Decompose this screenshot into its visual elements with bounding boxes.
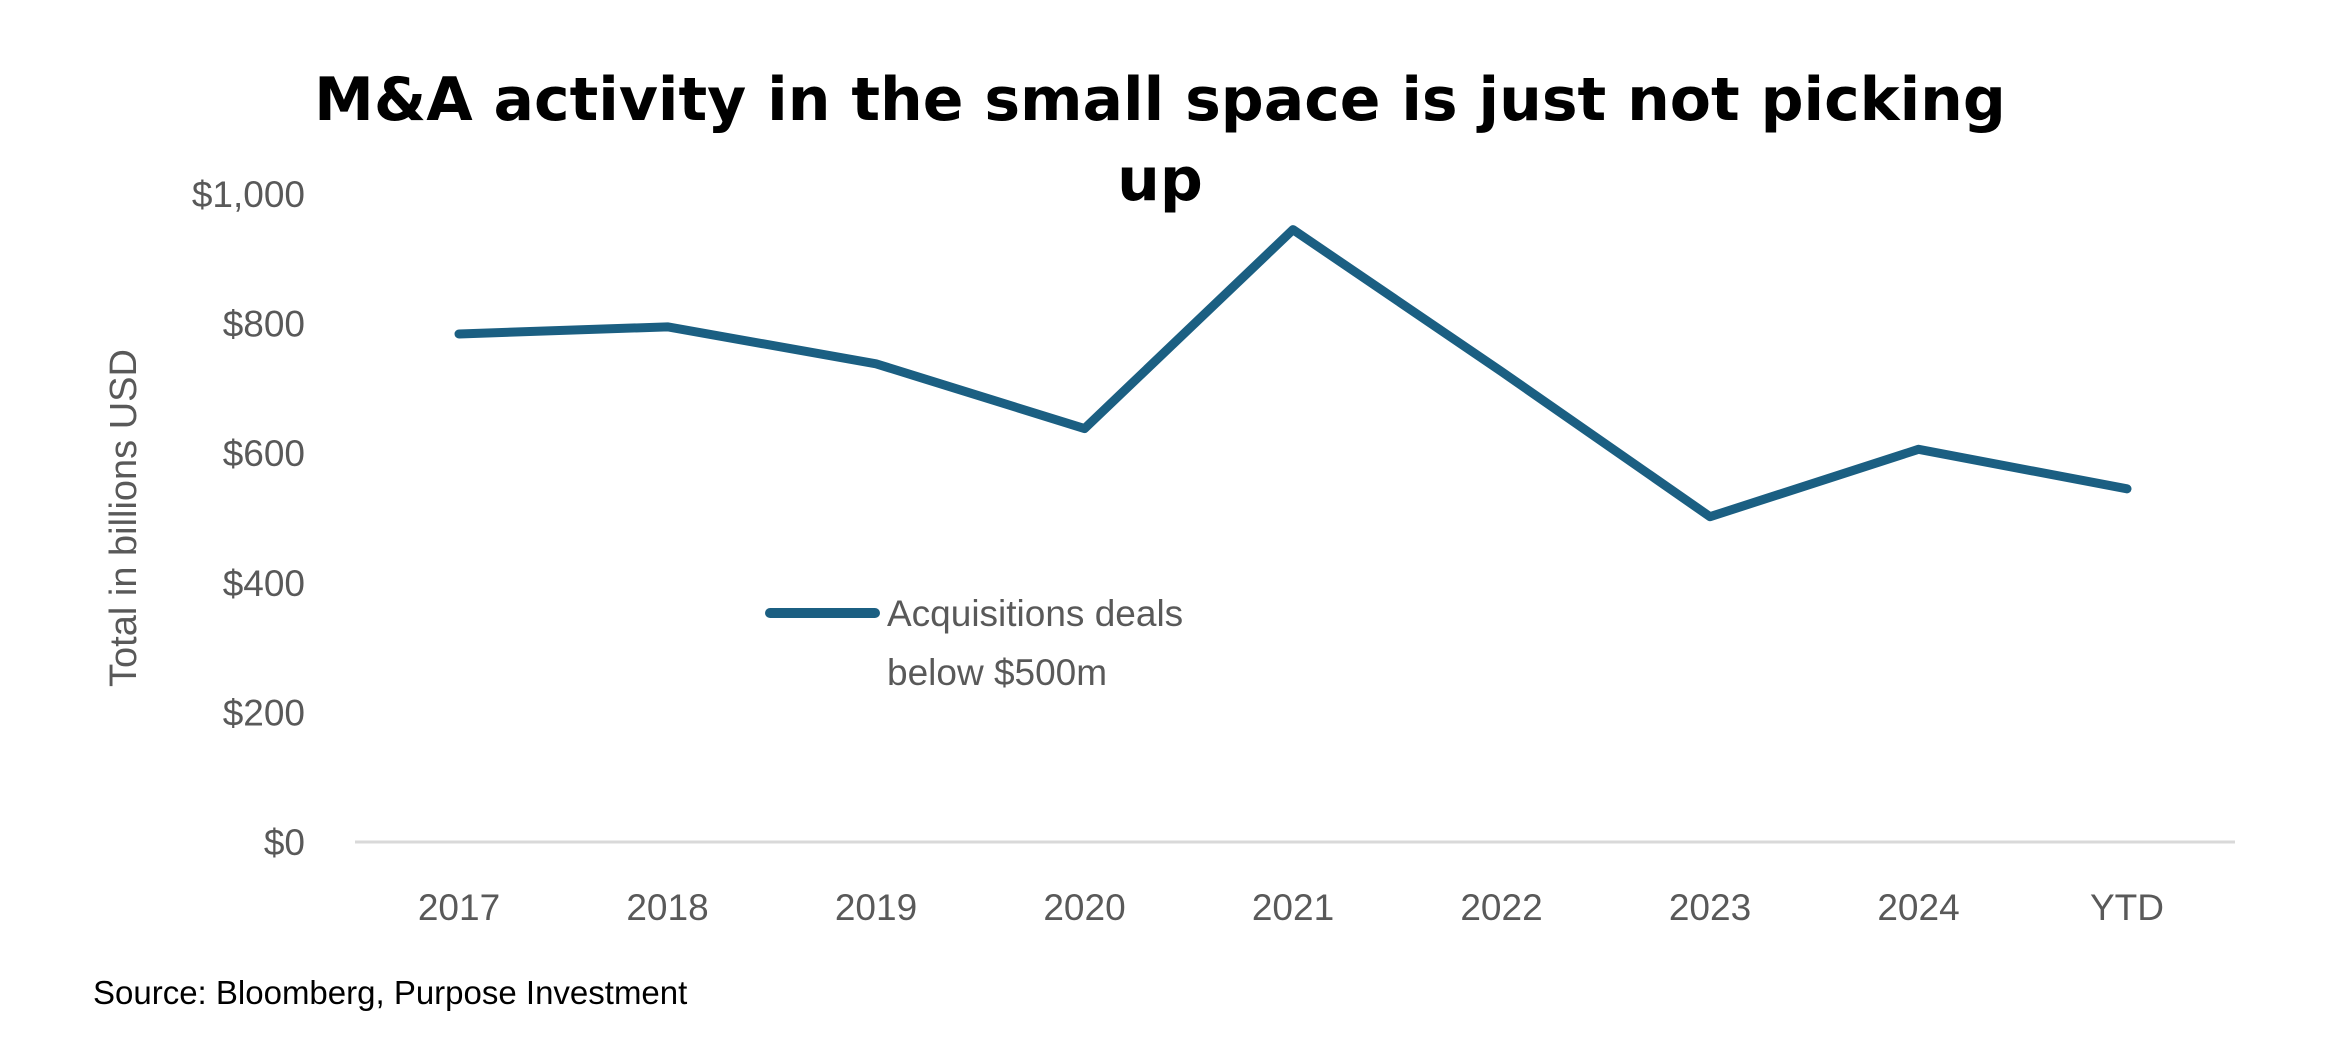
series-line <box>454 225 2132 522</box>
source-note: Source: Bloomberg, Purpose Investment <box>93 974 687 1011</box>
legend-label-line-1: Acquisitions deals <box>887 593 1183 634</box>
y-tick-label: $0 <box>264 822 305 863</box>
y-tick-label: $1,000 <box>192 174 305 215</box>
chart-title-line-2: up <box>1117 145 1203 215</box>
x-tick-label: 2024 <box>1877 887 1959 928</box>
y-axis-title: Total in billions USD <box>103 349 145 687</box>
x-tick-label: 2017 <box>418 887 500 928</box>
legend-label-line-2: below $500m <box>887 652 1107 693</box>
y-tick-label: $800 <box>223 304 305 345</box>
y-tick-label: $200 <box>223 692 305 733</box>
x-tick-label: 2023 <box>1669 887 1751 928</box>
x-tick-label: YTD <box>2090 887 2164 928</box>
y-tick-label: $400 <box>223 563 305 604</box>
x-tick-label: 2019 <box>835 887 917 928</box>
x-tick-label: 2021 <box>1252 887 1334 928</box>
y-tick-label: $600 <box>223 433 305 474</box>
chart-title-line-1: M&A activity in the small space is just … <box>314 65 2006 135</box>
x-tick-label: 2022 <box>1460 887 1542 928</box>
x-tick-label: 2018 <box>626 887 708 928</box>
x-tick-label: 2020 <box>1043 887 1125 928</box>
